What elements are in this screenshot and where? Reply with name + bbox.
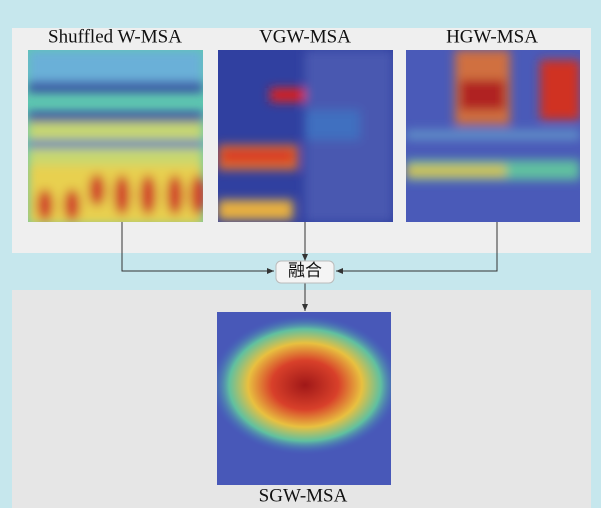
input-label: Shuffled W-MSA [48,26,182,47]
heatmap-vertical [218,50,393,222]
output-label: SGW-MSA [259,485,348,506]
heatmap-shuffled [28,50,206,225]
fusion-label: 融合 [288,261,322,280]
diagram: Shuffled W-MSA VGW-MSA HGW-MSA 融合 SGW-MS… [0,0,601,508]
heatmap-output [210,312,400,485]
input-label: HGW-MSA [446,26,538,47]
heatmap-horizontal [406,50,580,222]
input-label: VGW-MSA [259,26,351,47]
